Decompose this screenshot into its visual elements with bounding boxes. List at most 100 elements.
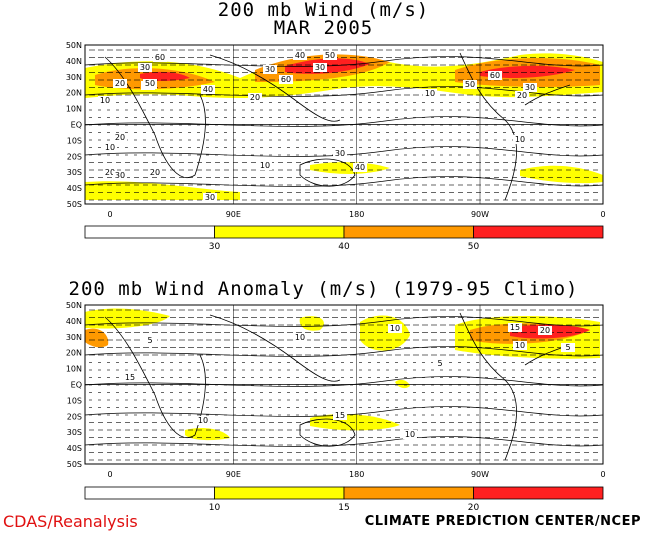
top-contour-label-bg — [353, 163, 367, 172]
top-map-frame — [84, 44, 604, 205]
top-shade-6 — [480, 65, 575, 78]
bot-map-frame — [84, 304, 604, 465]
top-contour-label-bg — [488, 71, 502, 80]
top-contour-label-bg — [153, 53, 167, 62]
top-contour-label-bg — [138, 63, 152, 72]
bottom-colorbar-swatch — [343, 486, 474, 500]
top-contour-label-bg — [263, 65, 277, 74]
top-lon-label: 180 — [349, 210, 364, 219]
top-contour-label-bg — [103, 168, 117, 177]
bot-contour-3 — [84, 406, 604, 417]
top-contour-label: 20 — [150, 168, 160, 177]
bot-contour-label: 15 — [335, 411, 345, 420]
top-contour-label-bg — [148, 168, 162, 177]
top-coastline-0 — [104, 56, 206, 178]
top-contour-label: 30 — [205, 193, 215, 202]
bottom-colorbar-tick-label: 10 — [209, 503, 221, 513]
top-lon-label: 0 — [600, 210, 605, 219]
bot-contour-label: 10 — [405, 430, 415, 439]
top-contour-0 — [84, 56, 604, 67]
top-lat-label: EQ — [71, 121, 82, 130]
top-contour-label-bg — [513, 135, 527, 144]
top-contour-label-bg — [248, 93, 262, 102]
top-lat-label: 10S — [67, 136, 82, 145]
top-contour-label-bg — [293, 51, 307, 60]
bot-contour-label-bg — [293, 333, 307, 342]
top-contour-label-bg — [203, 193, 217, 202]
bot-contour-label-bg — [433, 359, 447, 368]
bot-contour-2 — [84, 376, 604, 387]
top-contour-label: 10 — [515, 135, 525, 144]
top-colorbar: 30 40 50 — [84, 225, 604, 252]
bot-lat-label: 10N — [66, 365, 82, 374]
agency-label: CLIMATE PREDICTION CENTER/NCEP — [364, 514, 641, 529]
bot-contour-label: 5 — [565, 343, 570, 352]
top-contour-label: 10 — [100, 96, 110, 105]
bot-lat-label: 40S — [67, 444, 82, 453]
top-contour-label: 50 — [325, 51, 335, 60]
top-contour-label-bg — [113, 133, 127, 142]
top-contour-label: 20 — [105, 168, 115, 177]
bot-contour-label-bg — [388, 324, 402, 333]
top-colorbar-tick-label: 40 — [338, 242, 350, 252]
bot-contour-label-bg — [508, 323, 522, 332]
bot-coastline-1 — [209, 314, 341, 382]
bot-lat-label: 30N — [66, 333, 82, 342]
bot-lat-label: 50S — [67, 460, 82, 469]
bot-contour-label-bg — [538, 326, 552, 335]
bottom-colorbar-tick-label: 20 — [468, 503, 480, 513]
top-contour-label: 30 — [115, 171, 125, 180]
top-colorbar-swatch — [84, 225, 215, 239]
bot-shade-1 — [85, 328, 109, 348]
top-shade-9 — [520, 165, 603, 184]
top-contour-label: 50 — [465, 80, 475, 89]
top-colorbar-swatch — [214, 225, 345, 239]
top-shade-7 — [85, 181, 240, 200]
top-contour-label-bg — [523, 83, 537, 92]
bot-lon-label: 180 — [349, 470, 364, 479]
top-lat-label: 20N — [66, 89, 82, 98]
top-map-title-line2: MAR 2005 — [273, 17, 374, 39]
bottom-colorbar-swatch — [214, 486, 345, 500]
top-contour-1 — [84, 86, 604, 97]
bottom-map-title: 200 mb Wind Anomaly (m/s) (1979-95 Climo… — [68, 278, 579, 300]
top-contour-4 — [84, 176, 604, 187]
bot-contour-label: 10 — [390, 324, 400, 333]
top-contour-label: 30 — [525, 83, 535, 92]
top-contour-label: 30 — [315, 63, 325, 72]
bot-lat-label: 20N — [66, 349, 82, 358]
bot-lat-label: 10S — [67, 396, 82, 405]
bot-contour-label-bg — [403, 430, 417, 439]
bot-coastline-2 — [299, 418, 356, 447]
bot-contour-0 — [84, 316, 604, 327]
top-contour-label-bg — [143, 79, 157, 88]
top-wind-map: 50N 40N 30N 20N 10N EQ 10S 20S 30S 40S 50S 0 90E 180 9… — [66, 41, 606, 219]
bottom-anomaly-map: 50N 40N 30N 20N 10N EQ 10S 20S 30S 40S 50S 0 90E 180 9… — [66, 301, 606, 479]
bot-contour-label: 15 — [125, 373, 135, 382]
bot-contour-4 — [84, 436, 604, 447]
top-contour-label: 30 — [265, 65, 275, 74]
top-contour-label: 30 — [335, 149, 345, 158]
top-contour-2 — [84, 116, 604, 127]
source-label: CDAS/Reanalysis — [3, 512, 138, 531]
bottom-colorbar-swatch — [84, 486, 215, 500]
bot-contour-label: 10 — [515, 341, 525, 350]
bot-contour-label-bg — [333, 411, 347, 420]
bottom-colorbar-swatch — [473, 486, 604, 500]
top-contour-label: 50 — [145, 79, 155, 88]
bot-contour-label-bg — [561, 343, 575, 352]
top-coastline-4 — [524, 84, 571, 106]
top-contour-label-bg — [258, 161, 272, 170]
top-shade-8 — [310, 162, 390, 174]
top-contour-label: 20 — [250, 93, 260, 102]
bot-coastline-0 — [104, 316, 206, 438]
bot-lat-label: 50N — [66, 301, 82, 310]
top-colorbar-swatch — [473, 225, 604, 239]
top-colorbar-tick-label: 30 — [209, 242, 221, 252]
bot-shade-9 — [395, 379, 410, 389]
bottom-colorbar-tick-label: 15 — [338, 503, 349, 513]
top-colorbar-swatch — [343, 225, 474, 239]
top-contour-label: 10 — [105, 143, 115, 152]
bot-lon-label: 90W — [471, 470, 489, 479]
top-lon-label: 90W — [471, 210, 489, 219]
